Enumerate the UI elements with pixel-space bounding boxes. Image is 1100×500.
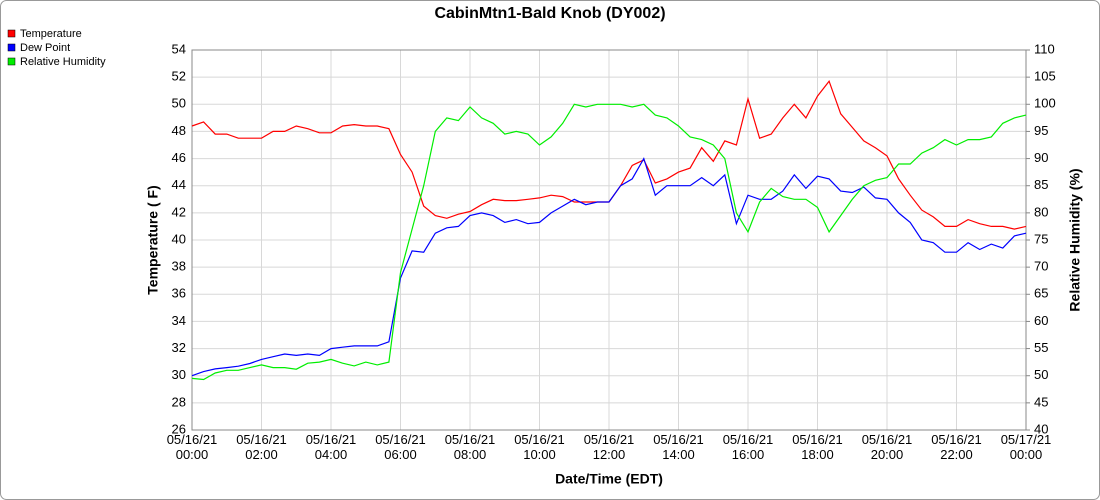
x-tick-label-part: 02:00	[245, 447, 278, 462]
y2-tick-label: 60	[1034, 313, 1048, 328]
y-tick-label: 48	[172, 123, 186, 138]
x-tick-label-part: 12:00	[593, 447, 626, 462]
x-tick-label-part: 05/16/21	[862, 432, 913, 447]
y-axis-label: Temperature ( F)	[145, 185, 161, 294]
y2-tick-label: 90	[1034, 150, 1048, 165]
y2-tick-label: 65	[1034, 286, 1048, 301]
x-tick-label: 05/16/21 18:00	[792, 432, 843, 462]
x-tick-label: 05/16/21 16:00	[723, 432, 774, 462]
x-tick-label-part: 20:00	[871, 447, 904, 462]
y2-tick-label: 45	[1034, 394, 1048, 409]
y-tick-label: 40	[172, 231, 186, 246]
x-tick-label-part: 16:00	[732, 447, 765, 462]
x-tick-label: 05/16/21 10:00	[514, 432, 565, 462]
y2-tick-label: 95	[1034, 123, 1048, 138]
x-tick-label: 05/16/21 04:00	[306, 432, 357, 462]
y2-tick-label: 100	[1034, 96, 1056, 111]
x-tick-label-part: 05/16/21	[375, 432, 426, 447]
y-tick-label: 44	[172, 177, 186, 192]
x-tick-label-part: 05/16/21	[167, 432, 218, 447]
x-tick-label-part: 05/17/21	[1001, 432, 1052, 447]
legend-swatch	[7, 57, 16, 66]
x-tick-label: 05/16/21 08:00	[445, 432, 496, 462]
x-tick-label-part: 05/16/21	[445, 432, 496, 447]
x-tick-label-part: 08:00	[454, 447, 487, 462]
legend-label: Temperature	[20, 28, 82, 40]
y2-tick-label: 110	[1034, 41, 1055, 56]
x-tick-label-part: 05/16/21	[653, 432, 704, 447]
y-tick-label: 52	[172, 69, 186, 84]
x-tick-label: 05/16/21 14:00	[653, 432, 704, 462]
legend-swatch	[7, 29, 16, 38]
x-tick-label-part: 05/16/21	[931, 432, 982, 447]
y2-tick-label: 80	[1034, 204, 1048, 219]
x-tick-label: 05/16/21 06:00	[375, 432, 426, 462]
x-tick-label: 05/16/21 12:00	[584, 432, 635, 462]
x-tick-label: 05/16/21 02:00	[236, 432, 287, 462]
y2-tick-label: 40	[1034, 421, 1048, 436]
x-tick-label-part: 14:00	[662, 447, 695, 462]
x-tick-label-part: 00:00	[1010, 447, 1043, 462]
x-tick-label-part: 10:00	[523, 447, 556, 462]
x-tick-label-part: 05/16/21	[514, 432, 565, 447]
y-tick-label: 42	[172, 204, 186, 219]
x-tick-label-part: 22:00	[940, 447, 973, 462]
plot-frame	[191, 49, 1027, 431]
x-tick-label: 05/16/21 22:00	[931, 432, 982, 462]
y2-tick-label: 105	[1034, 69, 1056, 84]
x-tick-label-part: 05/16/21	[723, 432, 774, 447]
y2-tick-label: 50	[1034, 367, 1048, 382]
legend-label: Relative Humidity	[20, 56, 106, 68]
x-tick-label-part: 18:00	[801, 447, 834, 462]
x-axis-label: Date/Time (EDT)	[555, 471, 663, 487]
x-tick-label-part: 05/16/21	[306, 432, 357, 447]
x-tick-label-part: 00:00	[176, 447, 209, 462]
x-tick-label-part: 05/16/21	[584, 432, 635, 447]
y-tick-label: 32	[172, 340, 186, 355]
y2-tick-label: 85	[1034, 177, 1048, 192]
chart-title: CabinMtn1-Bald Knob (DY002)	[434, 5, 665, 22]
y-tick-label: 34	[172, 313, 186, 328]
y-tick-label: 28	[172, 394, 186, 409]
x-tick-label-part: 05/16/21	[236, 432, 287, 447]
legend-label: Dew Point	[20, 42, 70, 54]
x-tick-label-part: 05/16/21	[792, 432, 843, 447]
y-tick-label: 50	[172, 96, 186, 111]
y-tick-label: 30	[172, 367, 186, 382]
x-tick-label: 05/16/21 00:00	[167, 432, 218, 462]
y2-tick-label: 55	[1034, 340, 1048, 355]
x-tick-label: 05/17/21 00:00	[1001, 432, 1052, 462]
y-tick-label: 36	[172, 286, 186, 301]
series-line	[191, 103, 1027, 381]
y-tick-label: 26	[172, 421, 186, 436]
y-tick-label: 38	[172, 259, 186, 274]
x-tick-label-part: 06:00	[384, 447, 417, 462]
series-line	[191, 157, 1027, 377]
x-tick-label-part: 04:00	[315, 447, 348, 462]
y2-tick-label: 70	[1034, 259, 1048, 274]
x-tick-label: 05/16/21 20:00	[862, 432, 913, 462]
y-tick-label: 46	[172, 150, 186, 165]
y2-tick-label: 75	[1034, 231, 1048, 246]
legend-swatch	[7, 43, 16, 52]
y-tick-label: 54	[172, 41, 186, 56]
y2-axis-label: Relative Humidity (%)	[1067, 168, 1083, 311]
